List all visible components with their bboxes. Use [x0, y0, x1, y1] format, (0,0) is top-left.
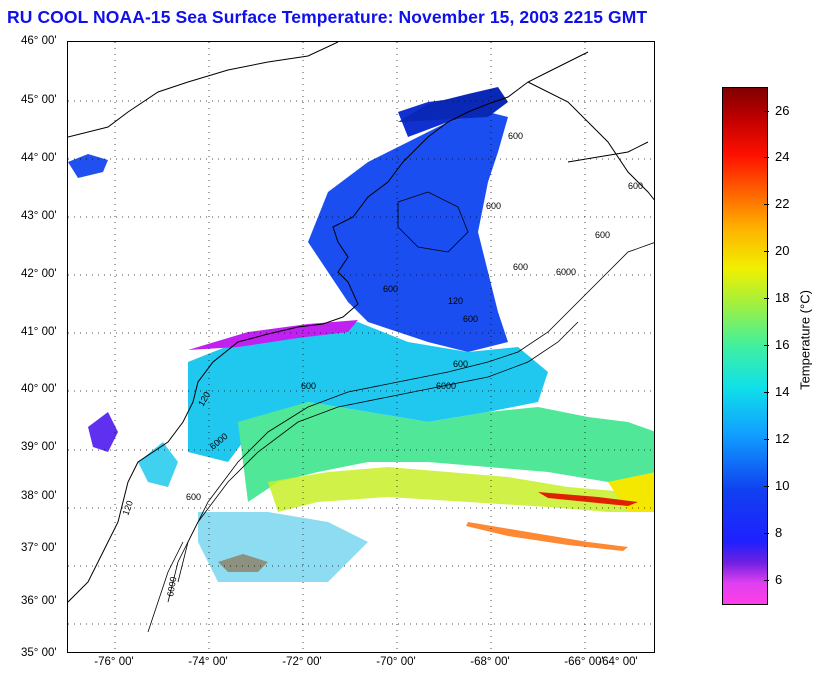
- sst-bay-patch: [88, 412, 118, 452]
- colorbar-label: 8: [775, 525, 783, 540]
- lon-label: -68° 00': [470, 656, 510, 668]
- lon-label: -76° 00': [94, 656, 134, 668]
- sst-warm-band: [268, 467, 654, 512]
- contour-label: 6000: [436, 381, 456, 391]
- colorbar-label: 24: [775, 149, 790, 164]
- sst-filament-2: [466, 522, 628, 551]
- colorbar-tick: [764, 392, 769, 393]
- colorbar-tick: [764, 204, 769, 205]
- sst-chesapeake: [138, 442, 178, 487]
- colorbar-tick: [764, 157, 769, 158]
- map-title: RU COOL NOAA-15 Sea Surface Temperature:…: [7, 7, 648, 27]
- bathymetry-contours: [147, 191, 654, 633]
- sst-long-island-sound: [188, 320, 358, 350]
- lat-label: 46° 00': [21, 35, 57, 47]
- contour-label: 600: [486, 201, 501, 211]
- colorbar-tick: [764, 251, 769, 252]
- lon-label: -70° 00': [376, 656, 416, 668]
- lat-label: 45° 00': [21, 94, 57, 106]
- sst-mid-band: [238, 402, 654, 502]
- lat-label: 41° 00': [21, 326, 57, 338]
- lat-label: 44° 00': [21, 152, 57, 164]
- contour-label: 600: [508, 131, 523, 141]
- colorbar-tick: [764, 439, 769, 440]
- colorbar-tick: [764, 580, 769, 581]
- contour-label: 120: [120, 499, 135, 517]
- colorbar-label: 12: [775, 431, 790, 446]
- contour-labels: 600 600 600 600 600 600 6000 6000 600 12…: [120, 131, 643, 597]
- sst-gulfstream-filament: [538, 492, 638, 506]
- lon-label: -66° 00': [564, 656, 604, 668]
- lat-label: 43° 00': [21, 210, 57, 222]
- sst-slope-water: [188, 322, 548, 462]
- sst-maine-coast-strip: [68, 154, 108, 178]
- lon-label: -64° 00': [598, 656, 638, 668]
- colorbar-tick: [764, 486, 769, 487]
- contour-label: 600: [463, 314, 478, 324]
- contour-label: 600: [628, 181, 643, 191]
- colorbar-label: 10: [775, 478, 790, 493]
- sst-southern-speckle: [198, 512, 368, 582]
- lon-label: -72° 00': [282, 656, 322, 668]
- lat-label: 35° 00': [21, 647, 57, 659]
- contour-label: 600: [383, 284, 398, 294]
- lat-label: 39° 00': [21, 441, 57, 453]
- colorbar-tick: [764, 111, 769, 112]
- coastline: [68, 42, 654, 603]
- lat-label: 42° 00': [21, 268, 57, 280]
- colorbar-label: 26: [775, 103, 790, 118]
- temperature-colorbar: [722, 87, 768, 605]
- colorbar-tick: [764, 345, 769, 346]
- colorbar-title: Temperature (°C): [797, 290, 813, 390]
- sst-imagery: [68, 87, 654, 582]
- sst-yellow-patch: [608, 472, 654, 512]
- graticule: [68, 42, 654, 652]
- colorbar-label: 22: [775, 196, 790, 211]
- colorbar-label: 18: [775, 290, 790, 305]
- contour-label: 6000: [556, 267, 576, 277]
- contour-label: 120: [448, 296, 463, 306]
- contour-label: 6000: [165, 576, 178, 597]
- lat-label: 38° 00': [21, 490, 57, 502]
- lat-label: 36° 00': [21, 595, 57, 607]
- contour-label: 600: [453, 359, 468, 369]
- contour-label: 600: [301, 381, 316, 391]
- lat-label: 40° 00': [21, 383, 57, 395]
- sst-map: 600 600 600 600 600 600 6000 6000 600 12…: [67, 41, 655, 653]
- sst-gulf-of-maine-coast: [398, 87, 508, 122]
- lat-label: 37° 00': [21, 542, 57, 554]
- colorbar-label: 16: [775, 337, 790, 352]
- colorbar-label: 14: [775, 384, 790, 399]
- contour-label: 600: [595, 230, 610, 240]
- colorbar-label: 6: [775, 572, 783, 587]
- colorbar-label: 20: [775, 243, 790, 258]
- sst-map-canvas: 600 600 600 600 600 600 6000 6000 600 12…: [68, 42, 654, 652]
- colorbar-tick: [764, 298, 769, 299]
- contour-label: 600: [186, 492, 201, 502]
- colorbar-tick: [764, 533, 769, 534]
- lon-label: -74° 00': [188, 656, 228, 668]
- contour-label: 600: [513, 262, 528, 272]
- sst-cold-shelf: [308, 112, 508, 352]
